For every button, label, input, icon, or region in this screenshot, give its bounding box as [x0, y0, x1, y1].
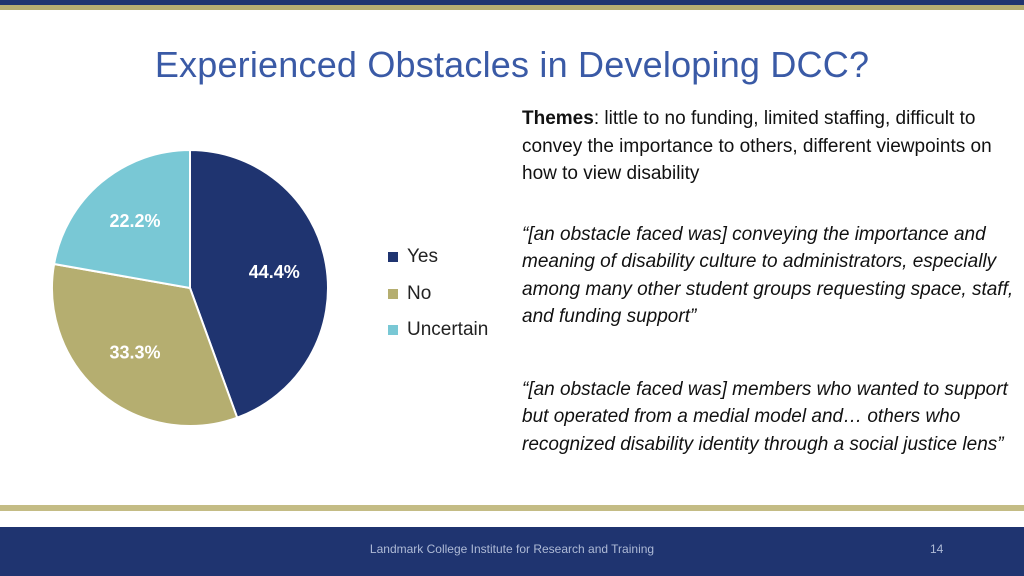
themes-paragraph: Themes: little to no funding, limited st…: [522, 105, 1017, 188]
footer-bar: [0, 527, 1024, 576]
legend-item-yes: Yes: [388, 239, 488, 276]
top-band-navy: [0, 0, 1024, 5]
pie-slice-yes: [189, 148, 329, 419]
slide-title: Experienced Obstacles in Developing DCC?: [154, 44, 870, 85]
legend-item-uncertain: Uncertain: [388, 312, 488, 349]
quote-1: “[an obstacle faced was] conveying the i…: [522, 223, 1014, 328]
page-number: 14: [930, 542, 944, 556]
pie-slice-uncertain: [52, 148, 191, 290]
pie-slice-no: [51, 262, 239, 427]
quote-2: “[an obstacle faced was] members who wan…: [522, 378, 1008, 455]
legend-label-uncertain: Uncertain: [407, 319, 489, 341]
legend-swatch-uncertain: [388, 325, 398, 336]
top-band-khaki: [0, 5, 1024, 10]
legend-swatch-no: [388, 288, 398, 299]
footer-text: Landmark College Institute for Research …: [369, 542, 655, 556]
pie-label-uncertain: 22.2%: [109, 211, 160, 231]
bottom-band-khaki: [0, 505, 1024, 511]
legend-item-no: No: [388, 276, 488, 313]
legend-label-yes: Yes: [407, 246, 438, 268]
themes-label: Themes: [522, 108, 594, 129]
chart-legend: Yes No Uncertain: [388, 239, 488, 349]
pie-label-no: 33.3%: [109, 342, 160, 362]
themes-body: : little to no funding, limited staffing…: [522, 108, 992, 184]
legend-swatch-yes: [388, 252, 398, 263]
legend-label-no: No: [407, 282, 432, 304]
text-column: Themes: little to no funding, limited st…: [522, 105, 1017, 458]
pie-label-yes: 44.4%: [249, 262, 300, 282]
